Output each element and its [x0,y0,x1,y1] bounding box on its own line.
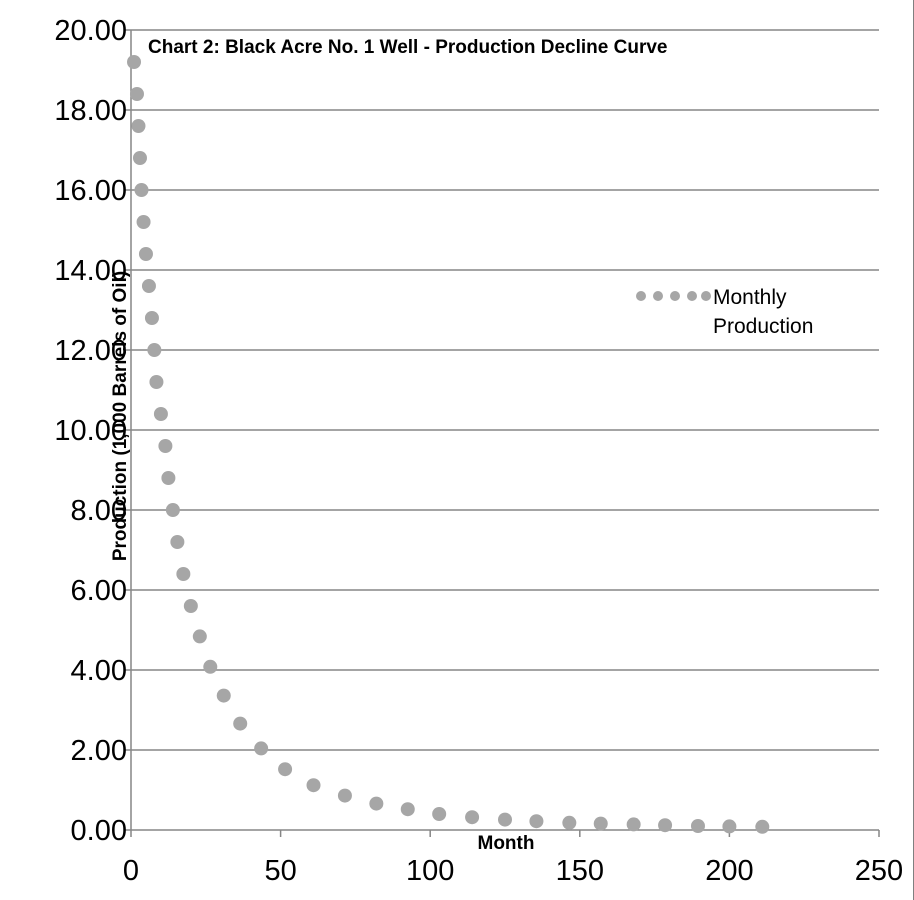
data-point [722,819,737,834]
y-tick-label: 2.00 [71,735,127,767]
data-point [165,503,180,517]
data-point [131,119,146,133]
y-tick-label: 0.00 [71,815,127,847]
data-point [183,599,198,613]
data-point [755,819,770,834]
data-point [233,716,248,731]
data-point [593,816,608,831]
data-point [170,535,185,549]
legend-dot [653,291,663,301]
y-axis-title: Production (1,000 Barrels of Oil) [110,271,131,561]
legend-label-line-1: Monthly [713,286,787,309]
gridlines [131,29,879,751]
y-tick-label: 4.00 [71,655,127,687]
legend-dot [670,291,680,301]
data-point [132,151,147,165]
data-point [192,629,207,644]
series-monthly-production [126,55,770,834]
legend-dot [687,291,697,301]
y-tick-label: 14.00 [54,255,127,287]
x-axis-title: Month [478,833,535,854]
data-point [306,778,321,793]
data-point [529,814,544,829]
y-tick-label: 10.00 [54,415,127,447]
data-point [216,688,231,703]
data-point [498,812,512,827]
data-point [136,215,151,229]
data-point [562,815,577,830]
legend-dot [636,291,646,301]
chart-title: Chart 2: Black Acre No. 1 Well - Product… [148,37,667,58]
data-point [149,375,164,389]
data-point [161,471,176,485]
y-tick-label: 6.00 [71,575,127,607]
data-point [432,807,447,821]
x-tick-label: 150 [556,855,604,887]
data-point [147,343,162,357]
legend-marker [636,291,711,301]
x-tick-label: 200 [705,855,753,887]
legend-label-line-2: Production [713,315,813,338]
tick-labels: 0.00 2.00 4.00 6.00 8.00 10.00 12.00 14.00 16.00… [54,15,903,887]
data-point [129,87,144,101]
x-tick-label: 0 [123,855,139,887]
data-point [465,810,480,825]
data-point [658,818,673,833]
axes [124,29,880,837]
data-point [138,247,153,261]
data-point [153,407,168,421]
data-point [278,762,293,777]
data-point [134,183,149,197]
legend-dot [701,291,711,301]
data-point [337,788,352,803]
x-tick-label: 50 [264,855,296,887]
data-point [141,279,156,293]
x-tick-label: 250 [855,855,903,887]
x-tick-label: 100 [406,855,454,887]
y-tick-label: 18.00 [54,95,127,127]
data-point [176,567,191,581]
data-point [254,741,269,756]
data-point [203,659,218,674]
data-point [369,796,384,811]
y-tick-label: 12.00 [54,335,127,367]
y-tick-label: 16.00 [54,175,127,207]
data-point [144,311,159,325]
data-point [626,817,641,832]
y-tick-label: 8.00 [71,495,127,527]
data-point [126,55,141,69]
data-point [690,819,705,833]
y-tick-label: 20.00 [54,15,127,47]
data-point [158,439,173,453]
legend: Monthly Production [636,286,813,338]
data-point [400,802,415,817]
